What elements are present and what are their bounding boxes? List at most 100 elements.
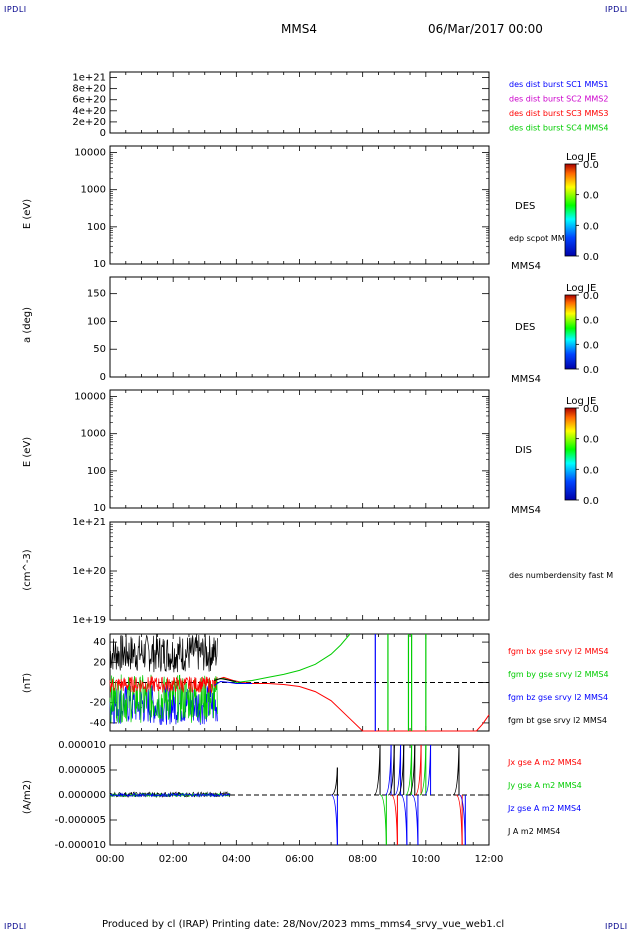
- legend-entry: Jx gse A m2 MMS4: [507, 758, 582, 767]
- y-tick-label: 1e+21: [72, 517, 106, 528]
- colorbar-title: Log JE: [566, 283, 596, 294]
- corner-label-bl: IPDLI: [4, 922, 27, 931]
- instrument-label: DES: [515, 201, 535, 212]
- legend-entry: fgm by gse srvy l2 MMS4: [508, 670, 609, 679]
- colorbar-title: Log JE: [566, 396, 596, 407]
- x-tick-label: 06:00: [285, 854, 314, 865]
- series-line: [214, 676, 490, 732]
- series-line: [214, 633, 351, 684]
- spike-curve: [455, 794, 463, 846]
- x-tick-label: 08:00: [348, 854, 377, 865]
- colorbar-tick-label: 0.0: [583, 365, 599, 376]
- y-tick-label: 150: [87, 289, 106, 300]
- spike-curve: [394, 744, 402, 796]
- legend-entry: Jy gse A m2 MMS4: [507, 781, 582, 790]
- spike-curve: [452, 744, 460, 796]
- legend-entry: fgm bt gse srvy l2 MMS4: [508, 716, 607, 725]
- y-axis-label: (cm^-3): [22, 549, 33, 590]
- colorbar: [564, 407, 577, 501]
- spacecraft-title: MMS4: [281, 22, 317, 36]
- noisy-trace: [109, 792, 231, 798]
- spike-curve: [400, 794, 408, 846]
- y-tick-label: 4e+20: [72, 106, 106, 117]
- y-tick-label: 0.000000: [58, 790, 106, 801]
- legend-entry: des dist burst SC3 MMS3: [509, 109, 608, 118]
- panel-frame: [109, 389, 490, 509]
- legend-entry: des numberdensity fast M: [509, 571, 613, 580]
- y-axis-label: a (deg): [22, 307, 33, 343]
- series-line: [214, 677, 237, 682]
- noisy-trace: [109, 634, 218, 673]
- colorbar-tick-label: 0.0: [583, 191, 599, 202]
- y-tick-label: 1e+21: [72, 73, 106, 84]
- y-axis-label: E (eV): [22, 199, 33, 229]
- y-tick-label: 0: [100, 128, 106, 139]
- x-tick-label: 04:00: [222, 854, 251, 865]
- colorbar-tick-label: 0.0: [583, 435, 599, 446]
- series-line: [213, 680, 253, 686]
- y-tick-label: 2e+20: [72, 117, 106, 128]
- y-tick-label: 10: [93, 503, 106, 514]
- panel-frame: [109, 71, 490, 134]
- y-tick-label: 6e+20: [72, 95, 106, 106]
- y-tick-label: 10: [93, 259, 106, 270]
- y-tick-label: -20: [90, 698, 106, 709]
- legend-entry: des dist burst SC1 MMS1: [509, 80, 608, 89]
- x-tick-label: 00:00: [96, 854, 125, 865]
- y-tick-label: 100: [87, 222, 106, 233]
- y-tick-label: 50: [93, 344, 106, 355]
- y-tick-label: 100: [87, 466, 106, 477]
- legend-entry: fgm bx gse srvy l2 MMS4: [508, 647, 609, 656]
- y-axis-label: E (eV): [22, 437, 33, 467]
- panel-frame: [109, 276, 490, 378]
- colorbar-tick-label: 0.0: [583, 291, 599, 302]
- spike-curve: [405, 744, 413, 796]
- y-tick-label: 0.000005: [58, 765, 106, 776]
- y-tick-label: 0.000010: [58, 740, 106, 751]
- y-tick-label: 1e+19: [72, 615, 106, 626]
- y-tick-label: 0: [100, 678, 106, 689]
- y-tick-label: 10000: [74, 392, 106, 403]
- spacecraft-label: MMS4: [511, 261, 541, 272]
- legend-entry: fgm bz gse srvy l2 MMS4: [508, 693, 608, 702]
- y-tick-label: 0: [100, 372, 106, 383]
- colorbar-tick-label: 0.0: [583, 465, 599, 476]
- instrument-label: DIS: [515, 445, 532, 456]
- legend-entry: Jz gse A m2 MMS4: [507, 804, 581, 813]
- colorbar-title: Log JE: [566, 152, 596, 163]
- x-tick-label: 02:00: [159, 854, 188, 865]
- y-tick-label: 100: [87, 316, 106, 327]
- y-tick-label: 8e+20: [72, 84, 106, 95]
- legend-entry: J A m2 MMS4: [507, 827, 560, 836]
- x-tick-label: 10:00: [411, 854, 440, 865]
- spike-curve: [384, 744, 392, 796]
- spacecraft-label: MMS4: [511, 374, 541, 385]
- spike-curve: [373, 744, 381, 796]
- colorbar-tick-label: 0.0: [583, 252, 599, 263]
- y-tick-label: 1000: [81, 185, 106, 196]
- spacecraft-label: MMS4: [511, 505, 541, 516]
- spike-curve: [391, 794, 398, 846]
- y-axis-label: (A/m2): [22, 780, 33, 814]
- spike-curve: [331, 767, 338, 796]
- noisy-trace: [109, 675, 218, 694]
- plot-date: 06/Mar/2017 00:00: [428, 22, 543, 36]
- y-tick-label: -40: [90, 718, 106, 729]
- colorbar-tick-label: 0.0: [583, 340, 599, 351]
- y-tick-label: 40: [93, 637, 106, 648]
- colorbar: [564, 294, 577, 370]
- legend-entry: des dist burst SC4 MMS4: [509, 124, 608, 133]
- spike-curve: [411, 794, 419, 846]
- colorbar-tick-label: 0.0: [583, 496, 599, 507]
- y-tick-label: -0.000010: [55, 840, 106, 851]
- colorbar: [564, 163, 577, 257]
- x-tick-label: 12:00: [475, 854, 504, 865]
- corner-label-tl: IPDLI: [4, 5, 27, 14]
- overlay-label: edp scpot MMS4: [509, 234, 575, 243]
- colorbar-tick-label: 0.0: [583, 221, 599, 232]
- footer-credit: Produced by cl (IRAP) Printing date: 28/…: [102, 919, 505, 930]
- y-tick-label: -0.000005: [55, 815, 106, 826]
- panel-frame: [109, 521, 490, 621]
- instrument-label: DES: [515, 322, 535, 333]
- spike-curve: [331, 794, 338, 846]
